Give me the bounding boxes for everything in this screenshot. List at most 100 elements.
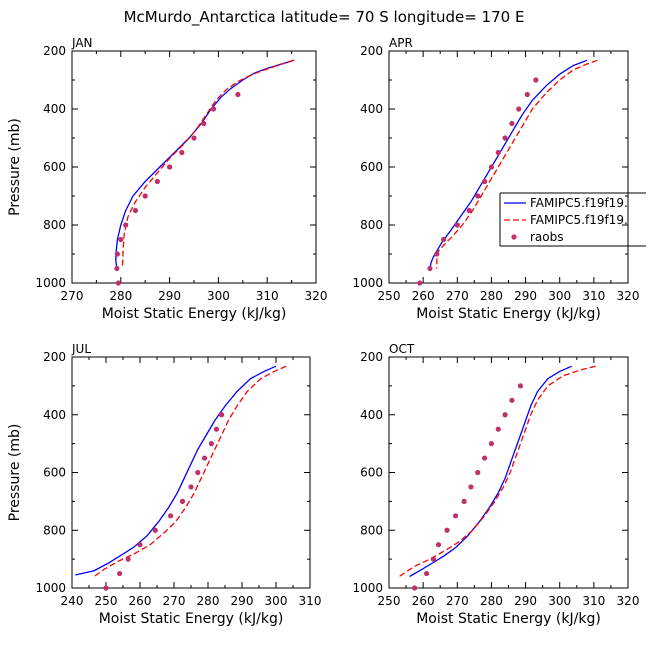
- x-tick-label: 280: [109, 289, 132, 303]
- x-tick-label: 300: [207, 289, 230, 303]
- y-tick-label: 200: [360, 350, 383, 364]
- raobs-point: [152, 527, 158, 533]
- raobs-point: [195, 469, 201, 476]
- x-tick-label: 300: [548, 289, 571, 303]
- raobs-point: [417, 280, 423, 286]
- y-tick-label: 200: [43, 350, 66, 364]
- raobs-point: [475, 469, 481, 476]
- x-axis-label: Moist Static Energy (kJ/kg): [416, 306, 601, 322]
- series-line-solid: [75, 365, 277, 576]
- y-tick-label: 400: [360, 408, 383, 422]
- raobs-point: [502, 412, 508, 418]
- raobs-point: [213, 426, 220, 432]
- raobs-point: [137, 542, 143, 548]
- raobs-point: [441, 236, 447, 243]
- plot-frame: [71, 356, 311, 589]
- raobs-point: [495, 426, 501, 432]
- plot-frame: [71, 50, 317, 284]
- figure-title: McMurdo_Antarctica latitude= 70 S longit…: [124, 8, 525, 27]
- x-tick-label: 290: [514, 289, 537, 303]
- x-tick-label: 310: [256, 289, 279, 303]
- panel-title: APR: [389, 36, 413, 50]
- raobs-point: [114, 251, 120, 257]
- raobs-point: [468, 484, 474, 490]
- x-tick-label: 300: [548, 594, 571, 608]
- series-line-dashed: [398, 365, 596, 578]
- raobs-point: [517, 383, 524, 389]
- raobs-point: [482, 455, 488, 461]
- x-tick-label: 270: [446, 594, 469, 608]
- x-tick-label: 310: [582, 594, 605, 608]
- x-tick-label: 280: [480, 594, 503, 608]
- x-tick-label: 270: [163, 594, 186, 608]
- y-tick-label: 1000: [352, 581, 383, 595]
- legend-entry: FAMIPC5.f19f19.: [504, 213, 628, 227]
- raobs-point: [461, 498, 467, 504]
- raobs-point: [202, 455, 208, 461]
- panel-jan: 270 280 290 300 310 320 200 400 600 800 1000 JAN Moi…: [7, 36, 327, 322]
- raobs-point: [502, 135, 508, 141]
- y-axis-label: Pressure (mb): [7, 118, 23, 216]
- legend: FAMIPC5.f19f19. FAMIPC5.f19f19. raobs: [499, 192, 646, 247]
- x-axis-label: Moist Static Energy (kJ/kg): [102, 306, 287, 322]
- raobs-point: [117, 570, 123, 577]
- y-tick-label: 1000: [35, 581, 66, 595]
- panel-apr: 250 260 270 280 290 300 310 320 200 400 600 800 1000…: [352, 36, 639, 322]
- raobs-point: [444, 527, 450, 533]
- y-tick-label: 600: [43, 466, 66, 480]
- x-tick-label: 320: [617, 289, 640, 303]
- series-line-solid: [409, 365, 572, 578]
- x-tick-label: 320: [617, 594, 640, 608]
- raobs-point: [452, 513, 459, 519]
- raobs-point: [132, 207, 139, 214]
- y-tick-label: 800: [43, 523, 66, 537]
- raobs-point: [524, 91, 530, 98]
- y-tick-label: 800: [43, 218, 66, 232]
- panel-title: OCT: [389, 342, 415, 356]
- x-tick-label: 310: [582, 289, 605, 303]
- series-group: [114, 59, 295, 286]
- y-tick-label: 600: [360, 466, 383, 480]
- y-tick-label: 400: [360, 102, 383, 116]
- legend-label: FAMIPC5.f19f19.: [530, 196, 628, 210]
- y-tick-label: 1000: [35, 276, 66, 290]
- x-tick-label: 280: [197, 594, 220, 608]
- x-tick-label: 250: [378, 594, 401, 608]
- raobs-point: [533, 77, 539, 83]
- raobs-point: [454, 222, 460, 228]
- x-axis-label: Moist Static Energy (kJ/kg): [99, 611, 284, 627]
- y-tick-label: 200: [43, 44, 66, 58]
- raobs-point: [142, 193, 148, 199]
- raobs-point: [466, 207, 472, 214]
- plot-frame: [388, 50, 629, 284]
- raobs-point: [488, 164, 495, 170]
- raobs-point: [103, 585, 109, 591]
- legend-entry: raobs: [511, 230, 564, 244]
- raobs-point: [168, 513, 174, 519]
- x-tick-label: 240: [61, 594, 84, 608]
- raobs-point: [191, 135, 197, 141]
- raobs-point: [179, 149, 185, 156]
- raobs-point: [412, 585, 418, 591]
- raobs-point: [118, 236, 124, 243]
- y-axis-label: Pressure (mb): [7, 424, 23, 522]
- panel-jul: 240 250 260 270 280 290 300 310 200 400 600 800 1000…: [7, 342, 321, 627]
- raobs-point: [210, 106, 217, 112]
- x-tick-label: 290: [231, 594, 254, 608]
- x-tick-label: 290: [158, 289, 181, 303]
- x-tick-label: 260: [129, 594, 152, 608]
- series-line-solid: [115, 59, 295, 269]
- raobs-point: [115, 280, 121, 286]
- raobs-point: [509, 397, 515, 403]
- y-tick-label: 800: [360, 218, 383, 232]
- plot-frame: [388, 356, 629, 589]
- raobs-point: [509, 120, 515, 127]
- raobs-point: [123, 222, 129, 228]
- x-tick-label: 310: [299, 594, 322, 608]
- series-line-solid: [429, 59, 588, 269]
- series-group: [417, 59, 598, 286]
- panels: 270 280 290 300 310 320 200 400 600 800 1000 JAN Moi…: [7, 36, 639, 627]
- x-tick-label: 250: [378, 289, 401, 303]
- y-tick-label: 1000: [352, 276, 383, 290]
